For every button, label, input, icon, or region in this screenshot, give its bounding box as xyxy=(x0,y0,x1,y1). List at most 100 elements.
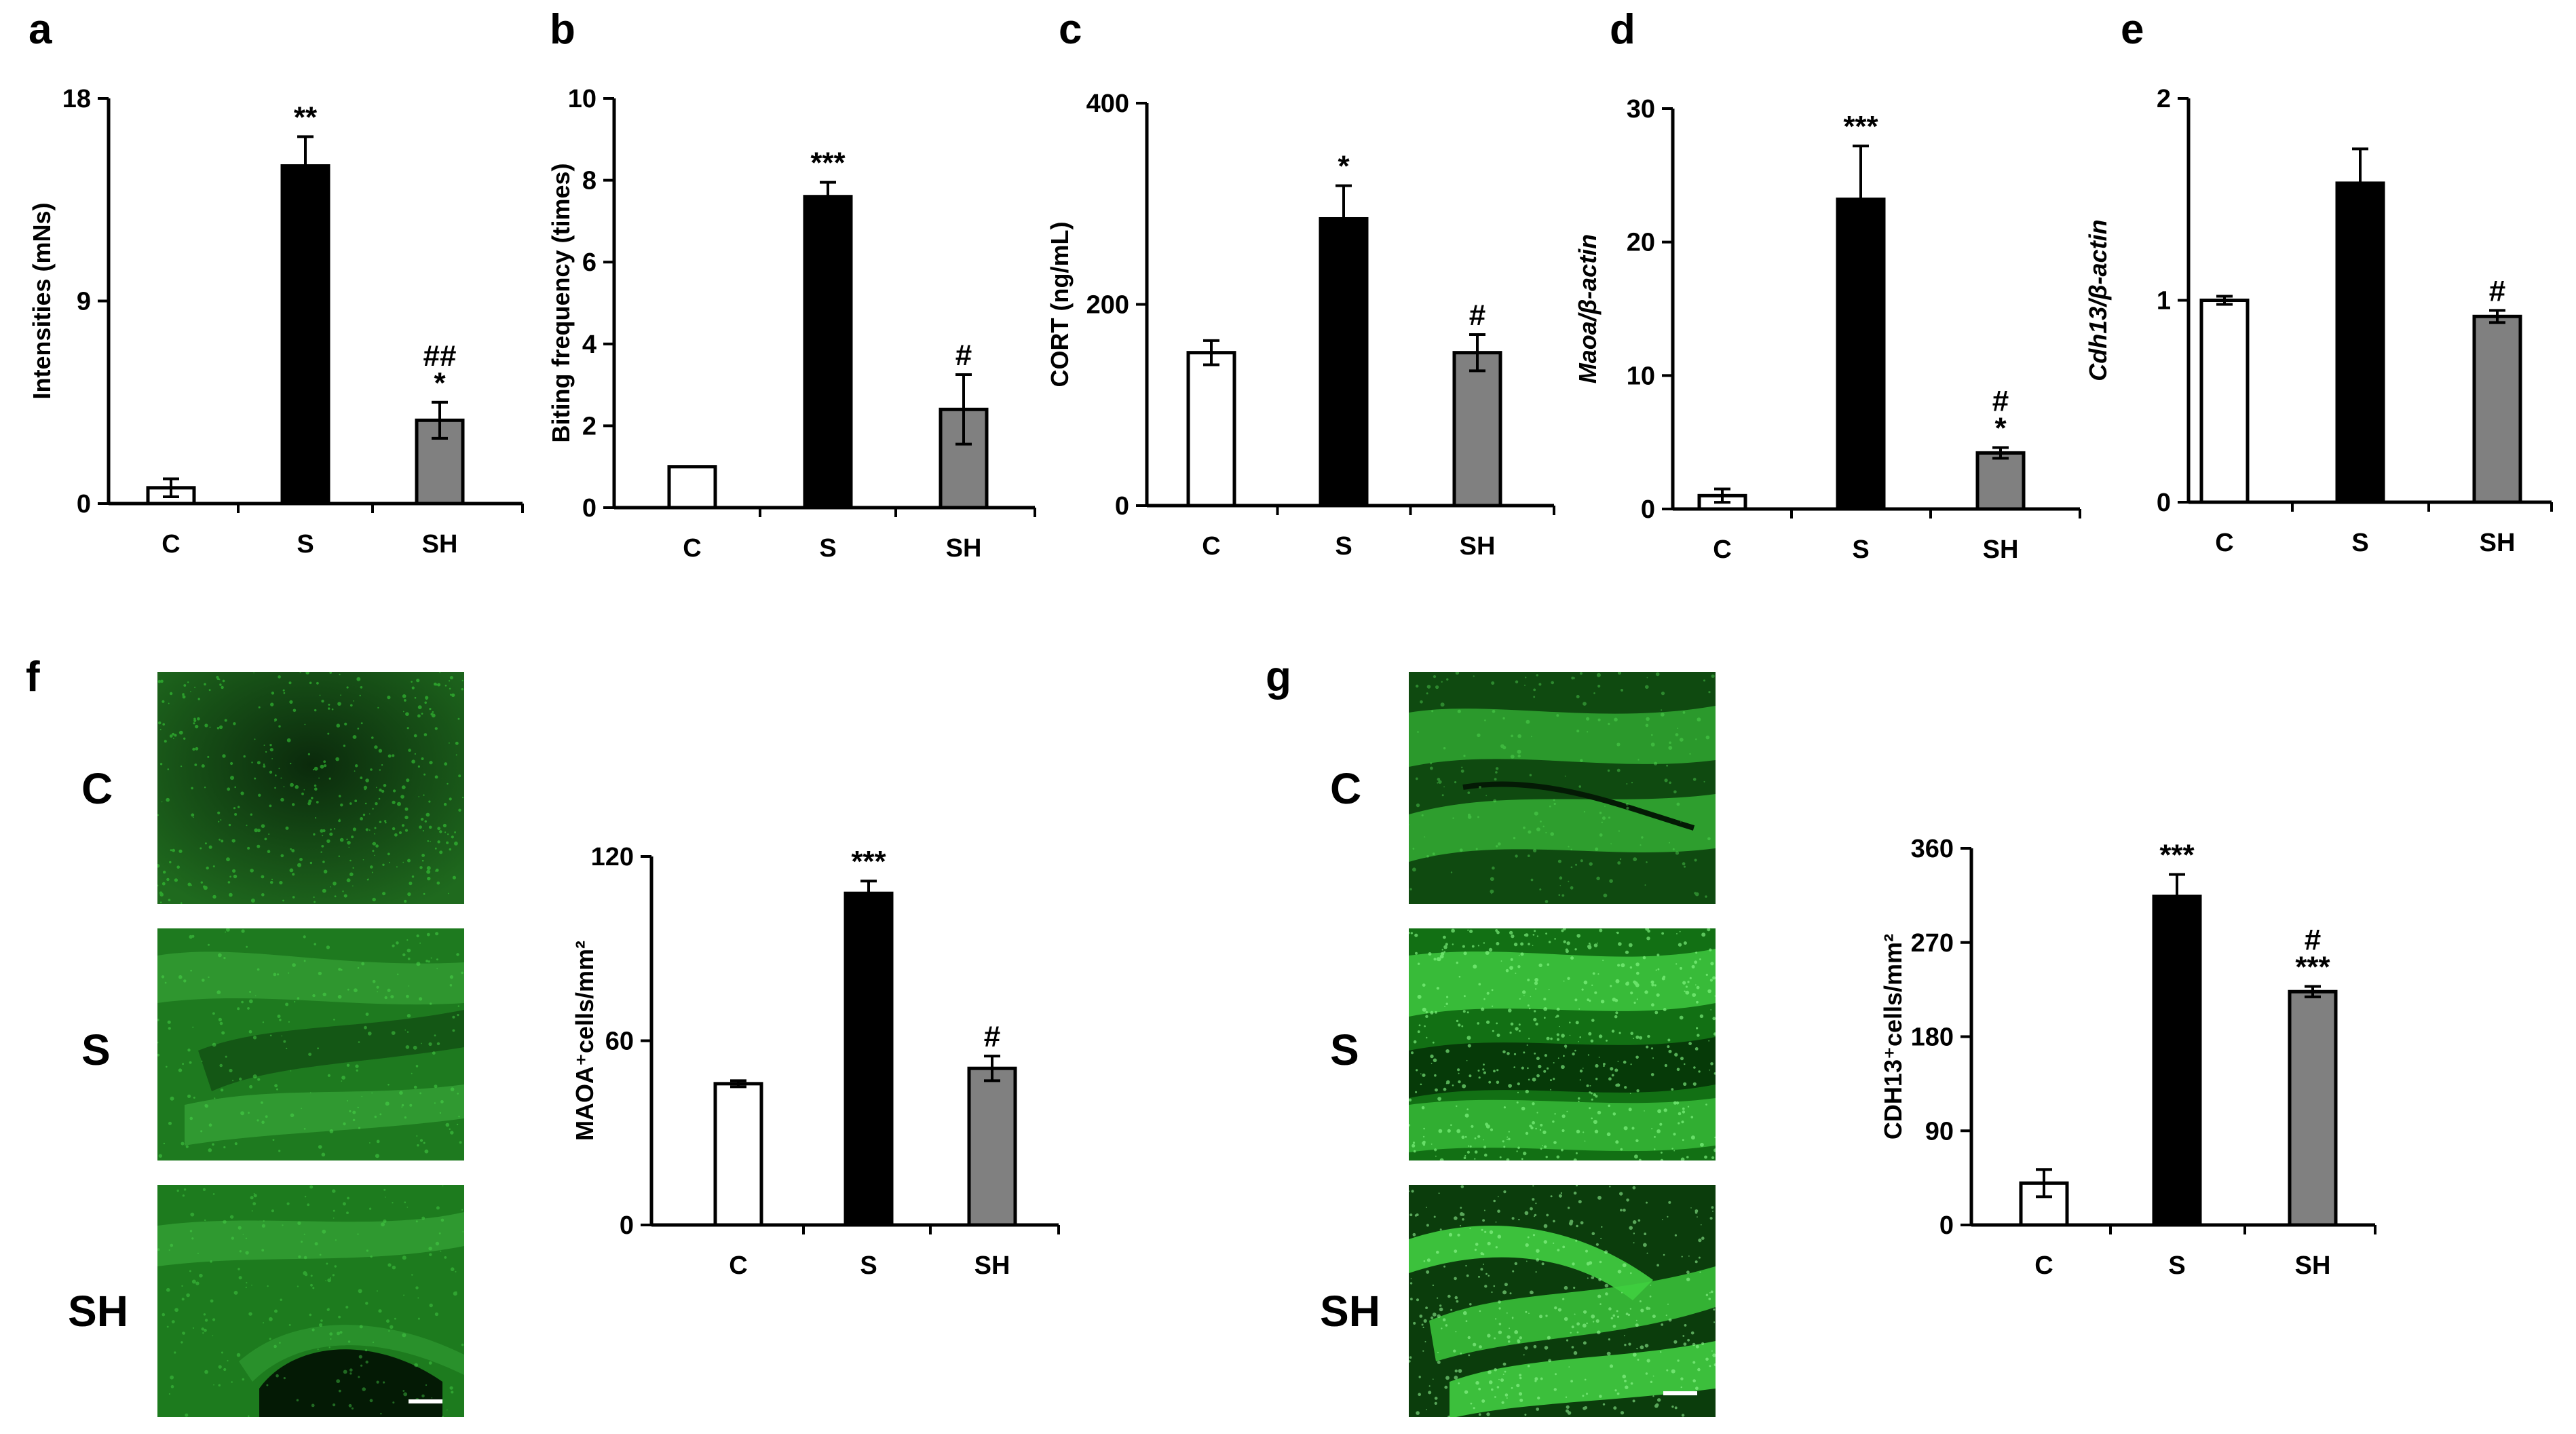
x-tick-label-c-SH: SH xyxy=(1460,532,1496,561)
bar-e-SH xyxy=(2472,314,2522,504)
significance-a-SH-1: * xyxy=(434,366,446,400)
y-tick-label-b-2: 4 xyxy=(582,331,596,359)
x-tick-label-b-SH: SH xyxy=(946,534,982,563)
micrograph-f-sh xyxy=(157,1185,464,1417)
x-tick-label-d-C: C xyxy=(1713,535,1731,564)
y-tick-label-e-0: 0 xyxy=(2157,489,2171,517)
y-tick-label-g-4: 360 xyxy=(1911,835,1954,863)
significance-a-SH-0: ## xyxy=(423,339,457,373)
significance-c-S-0: * xyxy=(1338,150,1350,183)
significance-e-SH-0: # xyxy=(2489,274,2505,307)
x-tick-label-g-S: S xyxy=(2168,1251,2185,1280)
y-tick-label-f-1: 60 xyxy=(605,1027,634,1056)
y-tick-label-g-0: 0 xyxy=(1939,1211,1954,1240)
panel-letter-d: d xyxy=(1610,6,1635,53)
y-axis-label-c: CORT (ng/mL) xyxy=(1046,222,1074,388)
x-tick-label-e-C: C xyxy=(2215,529,2233,557)
bar-a-S xyxy=(280,164,330,506)
micrograph-f-s xyxy=(157,928,464,1161)
x-tick-label-e-S: S xyxy=(2351,529,2368,557)
y-tick-label-g-3: 270 xyxy=(1911,929,1954,958)
chart-b: 0 2 4 6 8 10 C S *** SH # Biting frequency (times) xyxy=(547,85,1036,563)
significance-d-S-0: *** xyxy=(1843,110,1878,143)
panel-letter-e: e xyxy=(2121,6,2144,53)
chart-c: 0 200 400 C S * SH # CORT (ng/mL) xyxy=(1046,90,1555,561)
bar-e-S xyxy=(2335,181,2385,504)
micrograph-row-label-f-c: C xyxy=(81,764,113,813)
significance-g-SH-1: *** xyxy=(2295,951,2330,984)
bar-f-C xyxy=(713,1082,763,1227)
x-tick-label-g-C: C xyxy=(2034,1251,2053,1280)
y-tick-label-d-3: 30 xyxy=(1627,95,1655,124)
bar-f-S xyxy=(844,891,894,1227)
y-tick-label-f-0: 0 xyxy=(620,1211,634,1240)
x-tick-label-e-SH: SH xyxy=(2480,529,2516,557)
y-tick-label-d-0: 0 xyxy=(1641,495,1655,524)
bar-g-S xyxy=(2152,894,2202,1227)
micrograph-g-c xyxy=(1409,672,1716,904)
y-axis-label-b: Biting frequency (times) xyxy=(547,163,575,442)
x-tick-label-b-S: S xyxy=(819,534,836,563)
x-tick-label-f-S: S xyxy=(860,1251,877,1280)
significance-g-SH-0: # xyxy=(2305,924,2321,957)
significance-b-S-0: *** xyxy=(810,147,846,180)
y-tick-label-g-1: 90 xyxy=(1925,1117,1954,1146)
significance-g-S-0: *** xyxy=(2159,839,2195,872)
y-tick-label-d-1: 10 xyxy=(1627,362,1655,390)
x-tick-label-c-S: S xyxy=(1335,532,1352,561)
micrograph-f-c xyxy=(157,672,464,904)
x-tick-label-c-C: C xyxy=(1202,532,1220,561)
significance-f-S-0: *** xyxy=(851,845,886,878)
bar-c-C xyxy=(1186,351,1236,508)
bar-b-C xyxy=(667,465,717,510)
y-tick-label-b-4: 8 xyxy=(582,167,596,195)
micrograph-row-label-g-s: S xyxy=(1330,1025,1359,1074)
panel-letter-g: g xyxy=(1266,654,1291,700)
y-axis-label-e: Cdh13/β-actin xyxy=(2084,219,2112,381)
y-axis-label-g: CDH13⁺cells/mm² xyxy=(1879,934,1907,1139)
x-tick-label-g-SH: SH xyxy=(2295,1251,2331,1280)
micrograph-g-sh xyxy=(1409,1185,1716,1417)
bar-a-SH xyxy=(415,418,465,506)
micrograph-row-label-g-sh: SH xyxy=(1320,1287,1380,1336)
significance-c-SH-0: # xyxy=(1469,299,1485,332)
y-tick-label-g-2: 180 xyxy=(1911,1023,1954,1052)
y-tick-label-c-0: 0 xyxy=(1115,492,1129,521)
y-tick-label-b-5: 10 xyxy=(568,85,596,113)
chart-d: 0 10 20 30 C S *** SH #* Maoa/β-actin xyxy=(1574,95,2081,564)
x-tick-label-b-C: C xyxy=(683,534,701,563)
y-tick-label-a-0: 0 xyxy=(77,490,91,518)
x-tick-label-a-C: C xyxy=(162,530,180,559)
x-tick-label-f-SH: SH xyxy=(974,1251,1010,1280)
bar-f-SH xyxy=(967,1066,1017,1227)
y-tick-label-a-2: 18 xyxy=(62,85,91,113)
micrograph-row-label-f-sh: SH xyxy=(68,1287,128,1336)
y-tick-label-d-2: 20 xyxy=(1627,229,1655,257)
bar-c-SH xyxy=(1452,351,1502,508)
micrograph-g-s xyxy=(1409,928,1716,1161)
y-tick-label-b-0: 0 xyxy=(582,494,596,523)
y-tick-label-b-1: 2 xyxy=(582,412,596,440)
y-tick-label-e-2: 2 xyxy=(2157,85,2171,113)
x-tick-label-f-C: C xyxy=(729,1251,747,1280)
bar-g-SH xyxy=(2288,989,2338,1227)
y-tick-label-c-2: 400 xyxy=(1086,90,1129,118)
panel-letter-b: b xyxy=(550,6,575,53)
panel-letter-c: c xyxy=(1059,6,1082,53)
bar-c-S xyxy=(1319,216,1369,508)
panel-letter-a: a xyxy=(29,6,52,53)
bar-b-S xyxy=(803,195,853,510)
y-axis-label-f: MAOA⁺cells/mm² xyxy=(571,941,599,1141)
chart-e: 0 1 2 C S SH # Cdh13/β-actin xyxy=(2084,85,2553,557)
panel-letter-f: f xyxy=(26,654,40,700)
significance-f-SH-0: # xyxy=(984,1020,1000,1053)
y-tick-label-c-1: 200 xyxy=(1086,291,1129,320)
x-tick-label-d-SH: SH xyxy=(1983,535,2019,564)
significance-d-SH-1: * xyxy=(1994,412,2007,445)
significance-d-SH-0: # xyxy=(1992,385,2009,418)
y-tick-label-a-1: 9 xyxy=(77,288,91,316)
significance-a-S-0: ** xyxy=(294,100,318,134)
